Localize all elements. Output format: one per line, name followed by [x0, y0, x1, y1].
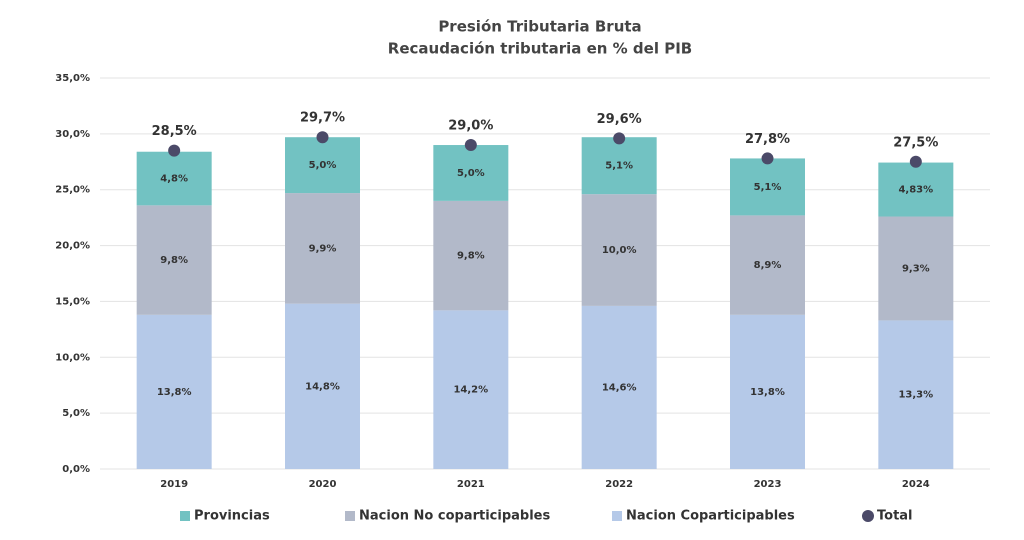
value-label: 13,8%: [157, 387, 192, 398]
value-label: 13,3%: [898, 390, 933, 401]
y-tick-label: 15,0%: [55, 296, 90, 307]
bar-segment: [136, 314, 212, 469]
value-label: 14,6%: [602, 382, 637, 393]
total-marker: [761, 152, 774, 165]
bar-segment: [285, 303, 360, 469]
bar-segment: [878, 320, 954, 469]
chart-subtitle: Recaudación tributaria en % del PIB: [388, 40, 692, 58]
total-marker: [316, 131, 329, 144]
total-marker: [464, 139, 477, 152]
bar-segment: [878, 162, 954, 217]
value-label: 4,83%: [898, 185, 933, 196]
bar-segment: [433, 310, 509, 469]
y-tick-label: 20,0%: [55, 241, 90, 252]
value-label: 9,9%: [309, 243, 337, 254]
bar-segment: [730, 158, 805, 216]
legend-swatch: [180, 511, 190, 521]
legend-label: Nacion Coparticipables: [626, 509, 795, 524]
total-label: 27,8%: [745, 132, 790, 147]
legend-label: Total: [877, 509, 913, 524]
value-label: 13,8%: [750, 387, 785, 398]
value-label: 5,1%: [754, 182, 782, 193]
total-label: 29,7%: [300, 111, 345, 126]
bar-segment: [285, 137, 360, 194]
legend-swatch: [345, 511, 355, 521]
value-label: 4,8%: [160, 174, 188, 185]
value-label: 9,8%: [457, 251, 485, 262]
y-tick-label: 25,0%: [55, 185, 90, 196]
y-tick-label: 5,0%: [62, 408, 90, 419]
value-label: 10,0%: [602, 245, 637, 256]
bar-segment: [581, 137, 657, 195]
value-label: 9,3%: [902, 263, 930, 274]
y-tick-label: 30,0%: [55, 129, 90, 140]
y-tick-label: 35,0%: [55, 73, 90, 84]
x-tick-label: 2022: [605, 479, 633, 490]
total-label: 28,5%: [152, 124, 197, 139]
value-label: 14,2%: [453, 385, 488, 396]
x-tick-label: 2023: [754, 479, 782, 490]
bar-segment: [285, 193, 360, 304]
total-marker: [909, 155, 922, 168]
value-label: 9,8%: [160, 255, 188, 266]
total-marker: [168, 144, 181, 157]
x-tick-label: 2020: [309, 479, 337, 490]
bar-segment: [136, 205, 212, 315]
y-tick-label: 10,0%: [55, 352, 90, 363]
bar-segment: [730, 314, 805, 469]
x-tick-label: 2024: [902, 479, 930, 490]
bar-segment: [581, 194, 657, 306]
value-label: 14,8%: [305, 381, 340, 392]
value-label: 5,1%: [605, 161, 633, 172]
total-label: 27,5%: [893, 135, 938, 150]
bar-segment: [581, 305, 657, 469]
value-label: 5,0%: [457, 168, 485, 179]
total-marker: [613, 132, 626, 145]
chart-title: Presión Tributaria Bruta: [438, 18, 641, 36]
legend-swatch: [612, 511, 622, 521]
value-label: 8,9%: [754, 260, 782, 271]
bar-segment: [433, 145, 509, 201]
legend-swatch: [862, 510, 874, 522]
x-tick-label: 2019: [160, 479, 188, 490]
bar-segment: [878, 216, 954, 321]
total-label: 29,6%: [597, 112, 642, 127]
bar-segment: [730, 215, 805, 315]
bar-segment: [433, 200, 509, 311]
legend-label: Provincias: [194, 509, 270, 524]
legend-label: Nacion No coparticipables: [359, 509, 550, 524]
value-label: 5,0%: [309, 160, 337, 171]
total-label: 29,0%: [448, 119, 493, 134]
y-tick-label: 0,0%: [62, 464, 90, 475]
x-tick-label: 2021: [457, 479, 485, 490]
bar-segment: [136, 151, 212, 206]
